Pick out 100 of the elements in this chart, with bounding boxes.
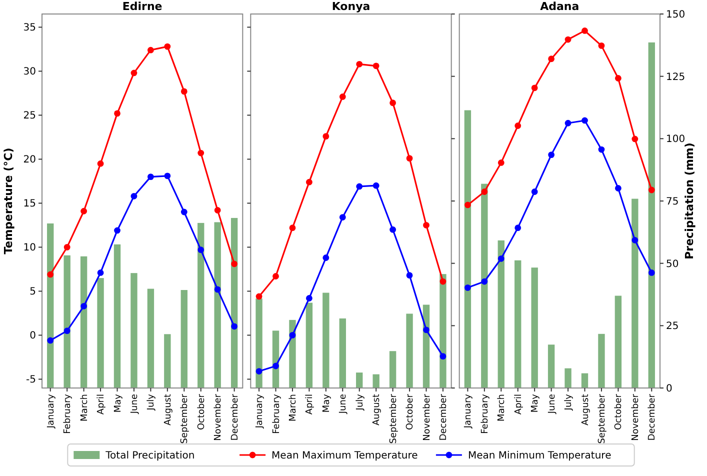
point: [214, 207, 221, 214]
y-tick-label: 35: [23, 22, 36, 34]
bar: [564, 368, 572, 388]
point: [198, 246, 204, 254]
x-tick-label: July: [564, 393, 574, 412]
x-tick-label: February: [272, 393, 282, 434]
x-tick-label: November: [214, 394, 224, 441]
point: [614, 185, 622, 192]
point: [180, 208, 188, 216]
point: [632, 136, 638, 142]
bar: [464, 110, 472, 388]
bar: [648, 42, 655, 388]
y-tick-label: 0: [30, 330, 36, 342]
bar: [598, 334, 605, 388]
bar: [256, 298, 262, 388]
point: [390, 226, 396, 233]
bar: [548, 344, 555, 388]
bar: [481, 184, 488, 388]
y2-tick-label: 0: [666, 384, 672, 394]
bar: [389, 351, 396, 388]
bar: [164, 334, 171, 388]
bar: [306, 302, 313, 388]
x-tick-label: July: [355, 393, 366, 412]
point: [648, 186, 655, 194]
point: [198, 150, 204, 156]
point: [272, 273, 279, 280]
x-tick-label: January: [46, 393, 56, 430]
x-tick-label: September: [388, 394, 399, 444]
point: [372, 182, 380, 189]
x-tick-label: March: [288, 394, 298, 422]
bar: [47, 223, 54, 388]
bar: [581, 373, 588, 388]
point: [289, 224, 296, 232]
point: [440, 278, 446, 285]
y-tick-label: 15: [23, 198, 36, 210]
point: [464, 284, 471, 291]
bar: [356, 372, 363, 388]
y2-tick-label: 150: [666, 10, 686, 20]
y2-tick-label: 100: [666, 134, 686, 146]
point: [564, 120, 572, 126]
point: [47, 337, 54, 344]
x-tick-label: November: [422, 394, 432, 441]
point: [648, 270, 655, 276]
x-tick-label: January: [255, 393, 266, 430]
y-tick-label: 25: [23, 110, 36, 122]
bar: [614, 296, 622, 388]
x-tick-label: October: [196, 394, 207, 430]
bar: [214, 222, 221, 388]
bar: [230, 218, 238, 388]
point: [256, 293, 262, 300]
point: [214, 286, 221, 293]
y2-tick-label: 50: [666, 258, 679, 270]
point: [97, 270, 104, 276]
point: [322, 254, 330, 261]
x-tick-label: May: [322, 393, 332, 413]
point: [423, 326, 430, 334]
x-tick-label: November: [630, 394, 641, 441]
x-tick-label: October: [614, 394, 624, 430]
point: [564, 36, 572, 43]
x-tick-label: December: [230, 394, 240, 441]
point: [498, 255, 504, 262]
x-tick-label: July: [146, 393, 157, 412]
point: [164, 43, 171, 50]
point: [322, 133, 330, 140]
bar: [406, 314, 413, 388]
point: [114, 110, 120, 117]
x-tick-label: June: [547, 394, 558, 415]
point: [80, 302, 88, 310]
bar: [514, 260, 522, 388]
x-tick-label: March: [497, 394, 508, 422]
bar: [498, 240, 504, 388]
point: [339, 214, 346, 220]
x-tick-label: August: [372, 394, 382, 426]
bar: [97, 278, 104, 388]
point: [582, 28, 588, 34]
bar: [339, 318, 346, 388]
point: [130, 70, 138, 76]
point: [339, 94, 346, 100]
y2-tick-label: 125: [666, 72, 686, 83]
point: [130, 192, 138, 200]
point: [423, 222, 430, 228]
bar: [372, 374, 380, 388]
bar: [422, 304, 430, 388]
point: [372, 62, 380, 70]
bar: [531, 268, 538, 388]
y-axis-title: Temperature (°C): [2, 148, 15, 254]
point: [47, 271, 54, 278]
point: [598, 42, 605, 49]
x-tick-label: February: [63, 393, 74, 434]
point: [97, 160, 104, 167]
point: [514, 122, 522, 129]
y2-axis-title: Precipitation (mm): [683, 142, 696, 260]
bar: [114, 244, 121, 388]
point: [64, 244, 70, 250]
point: [231, 260, 238, 268]
point: [231, 323, 238, 330]
point: [306, 178, 312, 186]
x-tick-label: June: [338, 394, 349, 415]
point: [406, 272, 413, 279]
bar: [80, 256, 88, 388]
